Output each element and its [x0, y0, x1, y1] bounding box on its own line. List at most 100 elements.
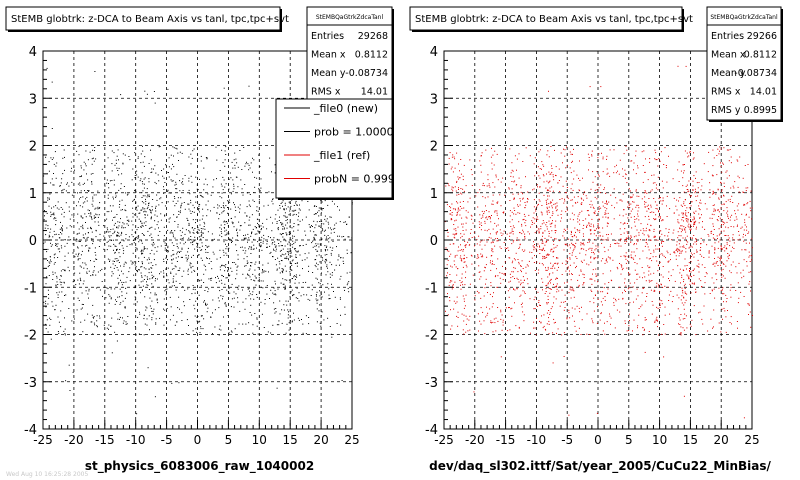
scatter-point	[661, 300, 663, 302]
scatter-point	[501, 235, 503, 236]
scatter-point	[167, 251, 169, 253]
scatter-point	[704, 276, 706, 277]
scatter-point	[471, 263, 473, 265]
scatter-point	[471, 215, 473, 217]
scatter-point	[224, 224, 226, 226]
scatter-point	[207, 252, 209, 253]
scatter-point	[480, 256, 482, 258]
scatter-point	[289, 233, 291, 235]
scatter-point	[91, 231, 93, 233]
scatter-point	[85, 264, 87, 266]
scatter-point	[270, 251, 272, 253]
scatter-point	[552, 199, 554, 201]
scatter-point	[536, 318, 537, 319]
scatter-point	[594, 196, 596, 198]
scatter-point	[720, 196, 722, 198]
scatter-point	[494, 222, 496, 224]
scatter-point	[521, 233, 523, 235]
scatter-point	[628, 203, 630, 205]
scatter-point	[166, 275, 168, 277]
scatter-point	[630, 254, 632, 256]
scatter-point	[569, 257, 571, 259]
scatter-point	[302, 219, 303, 221]
scatter-point	[322, 229, 324, 231]
scatter-point	[57, 248, 59, 250]
scatter-point	[205, 245, 207, 246]
scatter-point	[522, 290, 524, 292]
scatter-point	[338, 254, 340, 256]
scatter-point	[246, 161, 247, 163]
scatter-point	[516, 169, 517, 171]
scatter-point	[725, 316, 727, 318]
scatter-point	[245, 163, 247, 165]
scatter-point	[134, 287, 136, 289]
scatter-point	[686, 184, 688, 186]
scatter-point	[337, 206, 338, 208]
scatter-point	[193, 304, 195, 306]
scatter-point	[114, 265, 116, 267]
scatter-point	[661, 242, 662, 244]
scatter-point	[575, 256, 577, 258]
scatter-point	[609, 313, 610, 315]
scatter-point	[180, 235, 182, 237]
scatter-point	[507, 290, 509, 292]
scatter-point	[190, 263, 192, 265]
scatter-point	[484, 197, 486, 199]
scatter-point	[690, 245, 692, 247]
scatter-point	[231, 242, 232, 243]
scatter-point	[720, 248, 722, 250]
scatter-point	[199, 219, 201, 221]
scatter-point	[565, 229, 566, 231]
scatter-point	[584, 191, 586, 193]
stats-row-value: -0.08734	[345, 68, 388, 79]
scatter-point	[151, 226, 153, 228]
scatter-point	[163, 226, 165, 228]
scatter-point	[118, 174, 120, 176]
scatter-point	[185, 229, 187, 231]
scatter-point	[540, 305, 541, 306]
scatter-point	[653, 174, 655, 176]
scatter-point	[520, 265, 522, 267]
scatter-point	[260, 244, 262, 246]
scatter-point	[734, 210, 736, 212]
scatter-point	[591, 247, 593, 249]
y-tick-label: -4	[24, 423, 37, 438]
scatter-point	[533, 222, 535, 224]
scatter-point	[319, 221, 321, 222]
scatter-point	[625, 303, 627, 305]
scatter-point	[549, 187, 551, 189]
scatter-point	[461, 223, 463, 225]
scatter-point	[537, 243, 539, 245]
scatter-point	[727, 310, 728, 311]
scatter-point	[288, 241, 290, 243]
scatter-point	[509, 215, 511, 217]
scatter-point	[704, 267, 706, 268]
scatter-point	[542, 264, 544, 266]
scatter-point	[648, 281, 650, 283]
scatter-point	[63, 281, 65, 283]
scatter-point	[164, 247, 166, 249]
scatter-point	[573, 170, 575, 172]
scatter-point	[68, 185, 70, 187]
scatter-point	[205, 304, 206, 305]
scatter-point	[250, 265, 251, 266]
scatter-point	[561, 262, 563, 264]
scatter-point	[648, 215, 650, 217]
scatter-point	[564, 294, 566, 296]
scatter-point	[573, 244, 574, 246]
scatter-point	[232, 262, 234, 263]
scatter-point	[285, 220, 287, 221]
scatter-point	[696, 265, 698, 267]
scatter-point	[672, 178, 674, 180]
scatter-point	[256, 227, 257, 228]
scatter-point	[308, 265, 310, 267]
scatter-point	[227, 225, 229, 227]
scatter-point	[140, 266, 142, 268]
scatter-point	[82, 196, 84, 198]
scatter-point	[216, 258, 218, 260]
scatter-point	[548, 171, 550, 173]
scatter-point	[143, 187, 145, 189]
scatter-point	[53, 163, 55, 165]
scatter-point	[185, 241, 186, 243]
scatter-point	[232, 222, 234, 224]
